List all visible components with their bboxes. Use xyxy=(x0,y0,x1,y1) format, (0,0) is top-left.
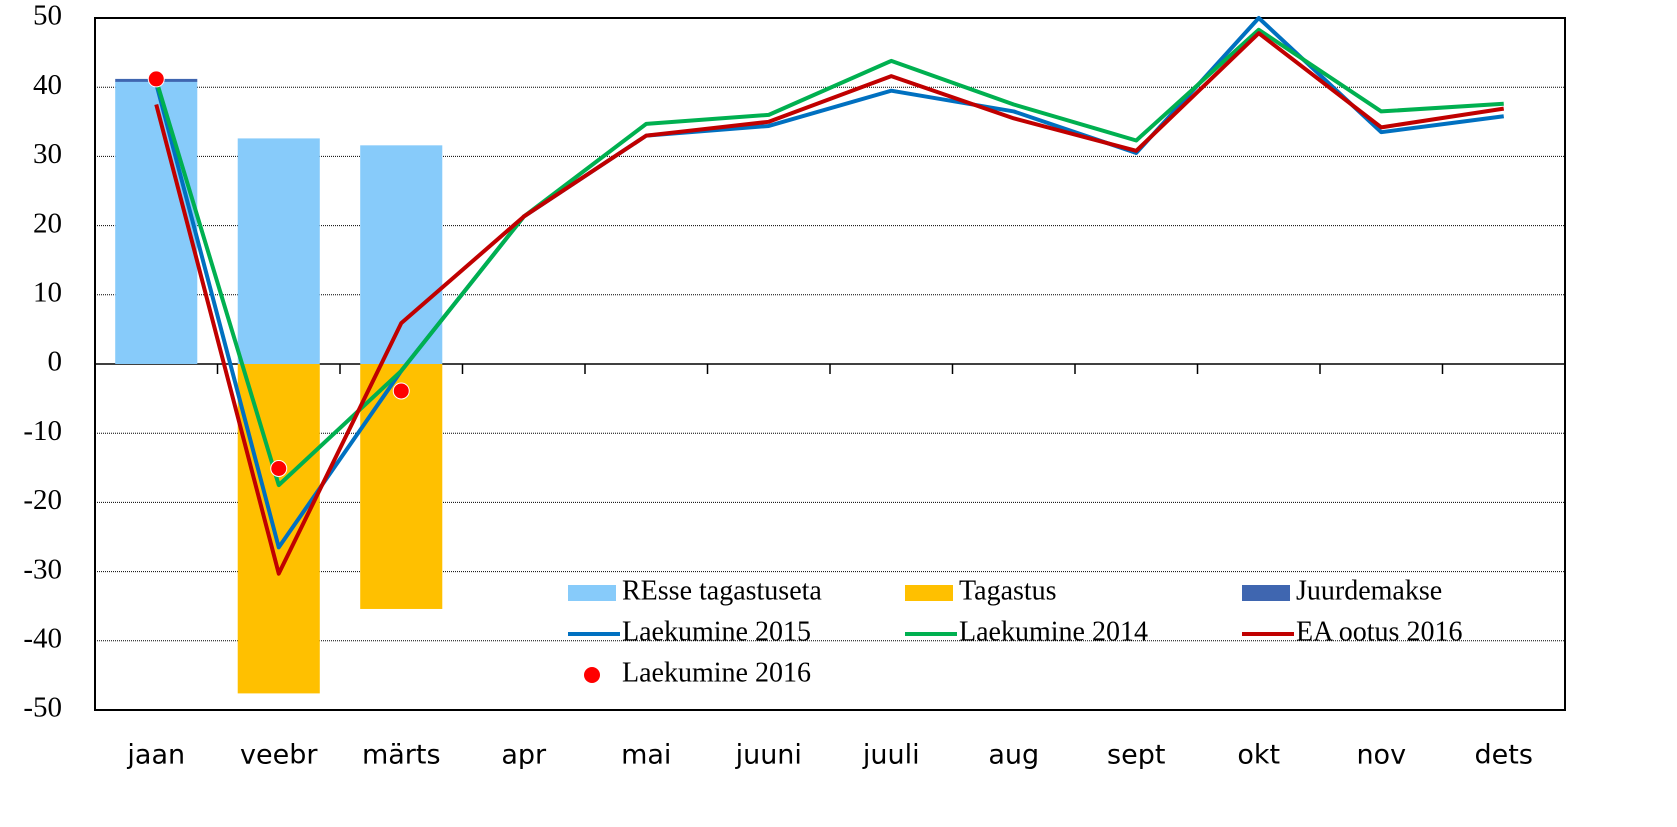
legend-swatch xyxy=(1242,585,1290,601)
point xyxy=(270,459,288,477)
legend-label: Laekumine 2016 xyxy=(622,657,811,688)
x-tick-label: juuli xyxy=(862,740,920,771)
x-tick-label: okt xyxy=(1237,740,1280,771)
line xyxy=(154,31,1505,576)
line xyxy=(154,16,1505,550)
legend-label: Tagastus xyxy=(959,575,1057,606)
y-tick-label: -50 xyxy=(23,692,62,724)
x-tick-label: veebr xyxy=(240,740,318,771)
y-tick-label: 40 xyxy=(33,69,62,101)
legend-swatch xyxy=(905,585,953,601)
x-tick-label: märts xyxy=(362,740,441,771)
legend-label: REsse tagastuseta xyxy=(622,575,822,606)
y-tick-label: 10 xyxy=(33,276,62,308)
y-tick-label: 0 xyxy=(48,346,63,378)
x-tick-label: nov xyxy=(1356,740,1406,771)
x-tick-label: mai xyxy=(621,740,671,771)
x-tick-label: juuni xyxy=(735,740,802,771)
legend-swatch xyxy=(568,585,616,601)
legend-label: EA ootus 2016 xyxy=(1296,616,1462,647)
x-tick-label: aug xyxy=(988,740,1039,771)
y-tick-label: 20 xyxy=(33,207,62,239)
point xyxy=(392,382,410,400)
bar xyxy=(115,81,198,364)
y-tick-label: -40 xyxy=(23,622,62,654)
legend-label: Laekumine 2015 xyxy=(622,616,811,647)
bar xyxy=(237,138,320,364)
y-tick-label: -30 xyxy=(23,553,62,585)
bar xyxy=(360,364,443,609)
legend-label: Laekumine 2014 xyxy=(959,616,1148,647)
x-tick-label: sept xyxy=(1107,740,1165,771)
y-tick-label: -20 xyxy=(23,484,62,516)
point xyxy=(147,70,165,88)
legend-label: Juurdemakse xyxy=(1296,575,1442,606)
line xyxy=(154,27,1504,488)
y-tick-label: 30 xyxy=(33,138,62,170)
x-tick-label: apr xyxy=(501,740,547,771)
x-tick-label: dets xyxy=(1475,740,1533,771)
y-tick-label: -10 xyxy=(23,415,62,447)
y-tick-label: 50 xyxy=(33,0,62,32)
bar xyxy=(237,364,320,694)
legend-swatch xyxy=(584,667,600,683)
x-tick-label: jaan xyxy=(126,740,185,771)
bar xyxy=(360,145,443,364)
